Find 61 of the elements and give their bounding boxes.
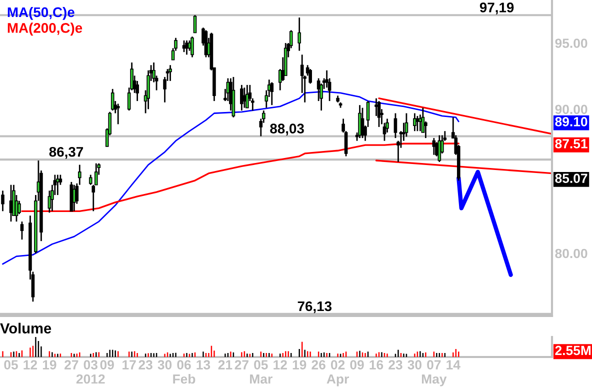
x-tick-label: 02 Apr — [326, 360, 349, 386]
x-tick-label: 30 — [158, 360, 172, 370]
x-tick-label: 09 — [100, 360, 114, 370]
candlestick — [193, 14, 197, 34]
candlestick — [185, 40, 188, 56]
ref-line-label: 76,13 — [298, 301, 332, 314]
x-tick-label: 09 — [350, 360, 364, 370]
candlestick — [116, 103, 120, 125]
candlestick — [424, 120, 428, 139]
candlestick — [298, 16, 301, 52]
x-tick-label: 23 — [138, 360, 152, 370]
x-tick-label: 12 — [24, 360, 38, 370]
y-tick-label: 95.00 — [555, 38, 588, 48]
x-tick-label: 05 Mar — [250, 360, 272, 384]
ref-line-label: 97,19 — [480, 2, 514, 14]
candlestick — [18, 200, 21, 215]
y-tick-label: 85.07 — [555, 174, 588, 183]
y-tick-label: 89.10 — [555, 117, 588, 126]
x-tick-label: 26 — [312, 360, 326, 370]
candlestick — [377, 100, 381, 128]
x-tick-label: 30 — [408, 360, 422, 370]
x-tick-label: 27 — [234, 360, 248, 370]
candlestick — [270, 82, 274, 106]
y-tick-label: 90.00 — [555, 104, 588, 114]
x-tick-label: 27 — [64, 360, 78, 370]
candlestick — [1, 190, 4, 212]
candlestick — [246, 84, 249, 108]
candlestick — [88, 174, 92, 186]
x-tick-label: 14 — [446, 360, 460, 370]
candlestick — [413, 112, 416, 132]
x-tick-label: 06 Feb — [173, 360, 196, 384]
candlestick — [190, 36, 194, 58]
candlestick — [56, 174, 60, 196]
y-tick-label: 87.51 — [555, 139, 588, 148]
x-tick-label: 13 — [196, 360, 210, 370]
ref-line-label: 88,03 — [270, 124, 304, 136]
candlestick — [168, 64, 172, 82]
candlestick — [240, 84, 244, 112]
text: MA(200,C)e — [8, 22, 82, 36]
line-series — [2, 90, 460, 265]
candlestick — [358, 104, 362, 139]
x-tick-label: 17 — [122, 360, 136, 370]
candlestick — [435, 142, 438, 157]
candlestick — [320, 82, 323, 112]
x-tick-label: 19 — [42, 360, 56, 370]
x-tick-label: 21 — [218, 360, 232, 370]
text: MA(50,C)e — [8, 6, 74, 20]
text: 2.55M — [555, 346, 591, 356]
x-tick-label: 05 — [4, 360, 18, 370]
x-tick-label: 12 — [274, 360, 287, 370]
chart-title: Volume — [0, 322, 52, 334]
candlestick — [20, 220, 24, 240]
x-tick-label: 07 May — [422, 360, 447, 386]
candlestick — [394, 112, 398, 139]
candlestick — [404, 112, 408, 138]
y-tick-label: 80.00 — [555, 248, 588, 258]
ref-line-label: 86,37 — [49, 146, 84, 159]
x-tick-label: 23 — [388, 360, 402, 370]
x-tick-label: 16 — [370, 360, 384, 370]
candlestick — [308, 68, 312, 84]
x-tick-label: 19 — [292, 360, 306, 370]
